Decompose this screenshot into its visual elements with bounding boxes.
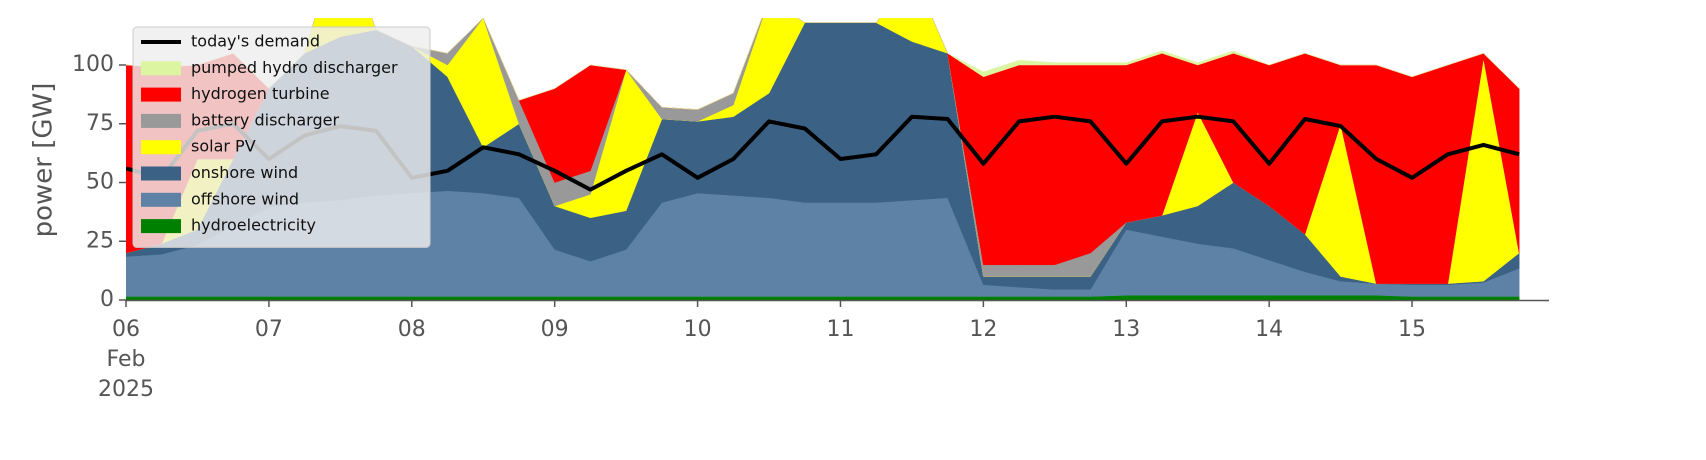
legend-swatch: [141, 113, 181, 128]
legend-label: onshore wind: [191, 163, 298, 182]
legend-swatch: [141, 192, 181, 207]
legend-label: offshore wind: [191, 189, 299, 208]
area: [126, 18, 1520, 110]
legend: today's demand pumped hydro discharger hyd…: [132, 26, 431, 248]
x-tick-label: 14: [1255, 317, 1283, 342]
x-tick-label: 09: [541, 317, 569, 342]
x-tick-label: 15: [1398, 317, 1426, 342]
x-tick-label: 08: [398, 317, 426, 342]
legend-swatch: [141, 140, 181, 155]
legend-label: pumped hydro discharger: [191, 58, 398, 77]
legend-swatch: [141, 61, 181, 76]
axes: 0 25 50 75 100 06 Feb 2025 07 08 09 10 11 12 13 14 15: [72, 52, 1549, 402]
y-tick-label: 100: [72, 52, 114, 77]
legend-label: today's demand: [191, 32, 320, 51]
legend-label: solar PV: [191, 137, 256, 156]
legend-label: battery discharger: [191, 110, 339, 129]
y-tick-label: 50: [86, 170, 114, 195]
legend-swatch: [141, 219, 181, 234]
x-tick-label: 11: [826, 317, 854, 342]
y-tick-label: 0: [100, 287, 114, 312]
x-tick-label: 07: [255, 317, 283, 342]
legend-box: [132, 26, 431, 248]
x-tick-label: 06 Feb 2025: [98, 317, 154, 402]
y-axis-label: power [GW]: [29, 83, 59, 238]
y-tick-label: 25: [86, 228, 114, 253]
x-tick-label: 13: [1112, 317, 1140, 342]
legend-label: hydrogen turbine: [191, 84, 330, 103]
x-tick-label: 12: [969, 317, 997, 342]
legend-swatch: [141, 87, 181, 102]
x-tick-label: 10: [684, 317, 712, 342]
legend-swatch: [141, 166, 181, 181]
y-tick-label: 75: [86, 111, 114, 136]
legend-label: hydroelectricity: [191, 216, 316, 235]
